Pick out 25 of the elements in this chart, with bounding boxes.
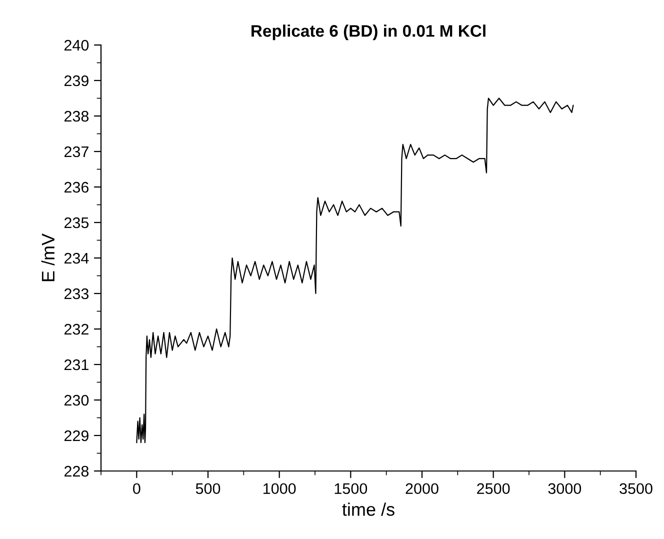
- y-tick-label: 240: [64, 40, 89, 51]
- x-tick-label: 1000: [264, 483, 296, 494]
- x-tick-label: 0: [133, 483, 140, 494]
- x-tick-label: 500: [196, 483, 220, 494]
- x-tick-label: 3000: [548, 483, 582, 494]
- line-series: [136, 98, 574, 444]
- y-tick-label: 230: [64, 394, 89, 406]
- y-tick-label: 233: [64, 288, 89, 300]
- x-tick-label: 2000: [406, 483, 438, 494]
- y-tick-label: 234: [64, 252, 89, 264]
- y-tick-label: 237: [64, 146, 88, 158]
- y-tick-label: 228: [64, 466, 89, 477]
- y-tick-label: 232: [64, 324, 88, 335]
- x-tick-label: 3500: [620, 483, 652, 494]
- y-tick-label: 231: [64, 359, 88, 370]
- y-tick-label: 235: [64, 217, 89, 228]
- y-tick-label: 238: [64, 110, 89, 122]
- y-tick-label: 239: [64, 75, 88, 86]
- y-tick-label: 229: [64, 430, 88, 442]
- chart-title: Replicate 6 (BD) in 0.01 M KCl: [252, 24, 486, 40]
- x-axis-title: time /s: [342, 502, 394, 516]
- y-tick-label: 236: [64, 182, 89, 193]
- x-tick-label: 2500: [477, 483, 510, 494]
- y-axis-title: E /mV: [41, 234, 55, 282]
- x-tick-label: 1500: [334, 483, 368, 494]
